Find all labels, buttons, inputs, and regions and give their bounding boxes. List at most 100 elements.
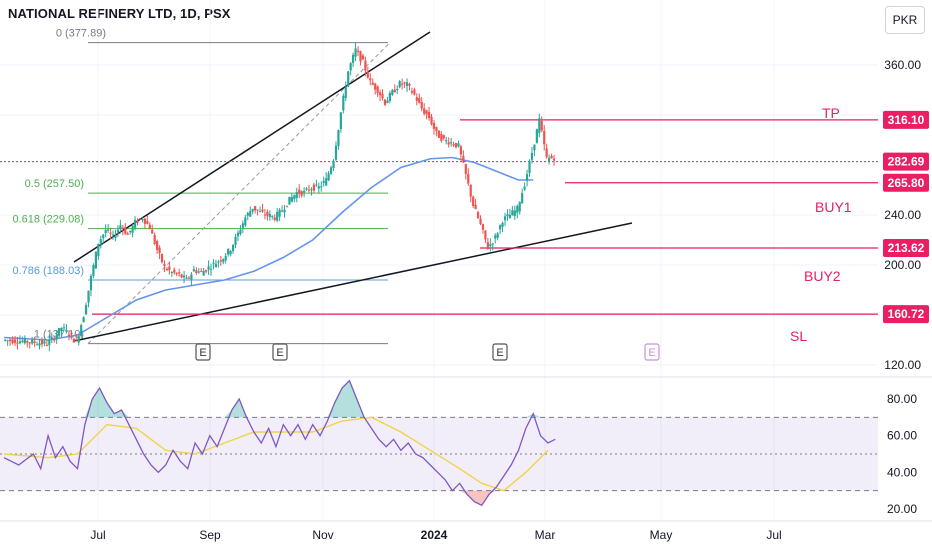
- candle-body: [246, 212, 249, 216]
- candle: [540, 116, 543, 133]
- moving-average-line: [3, 156, 534, 341]
- candle-body: [38, 343, 41, 346]
- candle: [403, 81, 406, 88]
- candle: [393, 84, 396, 93]
- candle: [175, 272, 178, 277]
- fib-label-2: 0.618 (229.08): [12, 214, 84, 226]
- candle: [173, 267, 176, 275]
- time-tick-3: 2024: [421, 528, 448, 542]
- candle: [457, 140, 460, 148]
- candle: [290, 193, 293, 203]
- candle: [543, 125, 546, 151]
- candle-body: [33, 341, 36, 343]
- candle: [6, 339, 9, 346]
- candle-body: [133, 219, 137, 228]
- candle: [288, 196, 291, 205]
- candle: [511, 206, 514, 216]
- candle-body: [276, 212, 279, 221]
- candle: [239, 225, 242, 236]
- candle-body: [271, 215, 274, 217]
- candle-body: [35, 344, 39, 346]
- candle: [523, 182, 526, 191]
- candle-body: [197, 271, 200, 273]
- candle: [249, 206, 252, 218]
- axes: 360.00 240.00 200.00 120.00 316.10 282.69 265.…: [90, 58, 929, 542]
- rsi-pane: [0, 379, 878, 507]
- candle-body: [205, 270, 208, 272]
- candle-body: [26, 340, 29, 343]
- candle-body: [18, 341, 22, 344]
- candle-body: [4, 339, 7, 341]
- time-tick-1: Sep: [199, 528, 221, 542]
- candle: [258, 206, 262, 213]
- candle: [187, 276, 191, 280]
- candle: [195, 267, 198, 275]
- candle: [506, 209, 509, 221]
- candle: [374, 82, 377, 95]
- candle: [545, 143, 548, 159]
- candle: [16, 336, 19, 350]
- candle: [432, 120, 436, 135]
- candle: [65, 324, 68, 334]
- tag-bg: [883, 152, 929, 171]
- candle-body: [398, 81, 401, 88]
- event-label: E: [648, 347, 655, 359]
- candle-body: [391, 90, 394, 95]
- candle-body: [533, 144, 536, 151]
- candle: [476, 210, 480, 220]
- candle: [160, 253, 164, 264]
- candle-body: [43, 341, 46, 344]
- candle: [165, 266, 169, 272]
- candle-body: [72, 338, 75, 343]
- candle: [153, 232, 156, 246]
- candle-body: [251, 208, 254, 212]
- candle-body: [383, 99, 387, 105]
- candle-body: [371, 82, 374, 85]
- tag-text: 160.72: [888, 307, 925, 321]
- candle-body: [486, 242, 489, 250]
- candle-body: [290, 197, 293, 202]
- candle: [386, 96, 389, 104]
- candle-body: [241, 223, 244, 228]
- candle: [168, 261, 171, 275]
- candle-body: [528, 160, 531, 174]
- candle: [310, 187, 313, 196]
- candle-body: [552, 158, 556, 161]
- candle: [261, 203, 264, 213]
- candle: [109, 227, 112, 240]
- candle: [163, 260, 166, 273]
- candle: [332, 159, 335, 172]
- candle: [97, 243, 100, 260]
- currency-selector[interactable]: PKR: [885, 6, 925, 34]
- candle-body: [84, 305, 88, 315]
- candle-body: [484, 230, 487, 240]
- candle-body: [405, 82, 409, 86]
- candle-body: [518, 202, 521, 212]
- candle-body: [227, 248, 230, 255]
- candle-body: [327, 173, 330, 181]
- candle: [454, 142, 458, 149]
- candle-body: [337, 130, 340, 147]
- candle: [376, 85, 379, 97]
- candle: [293, 194, 296, 203]
- candle: [99, 235, 102, 249]
- fib-label-0: 0 (377.89): [56, 28, 106, 40]
- candle: [322, 176, 325, 187]
- candle: [447, 137, 450, 148]
- candle: [327, 170, 330, 182]
- candle-body: [82, 317, 85, 323]
- level-price-tag-3: 213.62: [883, 238, 929, 257]
- candle-body: [334, 145, 338, 160]
- candle-body: [77, 336, 80, 343]
- candle: [381, 89, 384, 101]
- level-price-tag-0: 316.10: [883, 110, 929, 129]
- candle: [170, 271, 173, 277]
- candle: [312, 182, 316, 193]
- candle-body: [430, 116, 433, 125]
- fib-trend-line: [87, 42, 391, 344]
- candle-body: [548, 157, 551, 161]
- candle: [548, 154, 551, 165]
- candle: [462, 150, 465, 164]
- candle: [427, 106, 431, 121]
- candle-body: [410, 91, 414, 93]
